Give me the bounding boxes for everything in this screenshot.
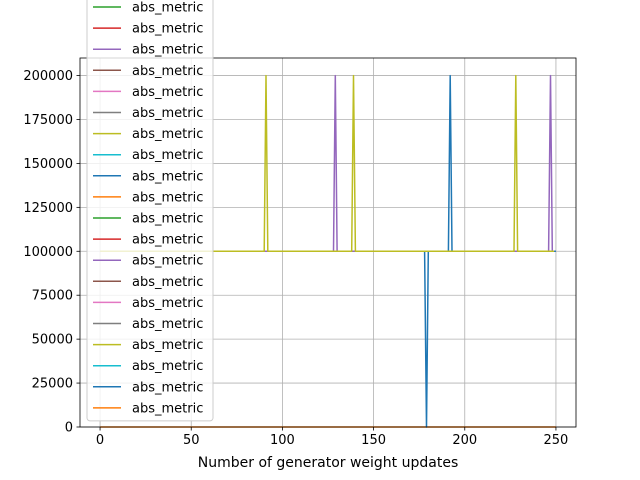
legend-label: abs_metric xyxy=(132,43,203,58)
x-tick-label: 50 xyxy=(183,433,200,448)
y-tick-label: 125000 xyxy=(23,201,73,216)
y-tick-label: 100000 xyxy=(23,245,73,260)
y-tick-label: 200000 xyxy=(23,69,73,84)
legend-label: abs_metric xyxy=(132,85,203,100)
legend-label: abs_metric xyxy=(132,22,203,37)
legend-label: abs_metric xyxy=(132,106,203,121)
legend-box xyxy=(86,0,214,422)
x-tick-label: 100 xyxy=(270,433,295,448)
legend-label: abs_metric xyxy=(132,359,203,374)
legend-label: abs_metric xyxy=(132,380,203,395)
legend-label: abs_metric xyxy=(132,338,203,353)
x-axis-label: Number of generator weight updates xyxy=(198,455,459,471)
legend-label: abs_metric xyxy=(132,169,203,184)
axis-ticks: 0 50 100 150 200 250 0 25000 50000 75000 100000 125… xyxy=(23,69,568,448)
series-line xyxy=(100,74,555,253)
legend-label: abs_metric xyxy=(132,254,203,269)
x-tick-label: 200 xyxy=(452,433,477,448)
legend-label: abs_metric xyxy=(132,148,203,163)
y-tick-label: 25000 xyxy=(32,377,73,392)
legend: abs_metric abs_metric abs_metric abs_metric… xyxy=(86,0,214,422)
x-tick-label: 0 xyxy=(96,433,104,448)
y-tick-label: 175000 xyxy=(23,113,73,128)
legend-label: abs_metric xyxy=(132,190,203,205)
y-tick-label: 50000 xyxy=(32,333,73,348)
legend-label: abs_metric xyxy=(132,317,203,332)
legend-label: abs_metric xyxy=(132,1,203,16)
legend-label: abs_metric xyxy=(132,127,203,142)
legend-label: abs_metric xyxy=(132,212,203,227)
axes-frame xyxy=(79,57,577,428)
legend-label: abs_metric xyxy=(132,296,203,311)
y-tick-label: 150000 xyxy=(23,157,73,172)
y-tick-label: 0 xyxy=(65,421,73,436)
legend-label: abs_metric xyxy=(132,64,203,79)
y-tick-label: 75000 xyxy=(32,289,73,304)
legend-label: abs_metric xyxy=(132,401,203,416)
legend-label: abs_metric xyxy=(132,275,203,290)
x-tick-label: 150 xyxy=(361,433,386,448)
legend-label: abs_metric xyxy=(132,233,203,248)
x-tick-label: 250 xyxy=(544,433,569,448)
